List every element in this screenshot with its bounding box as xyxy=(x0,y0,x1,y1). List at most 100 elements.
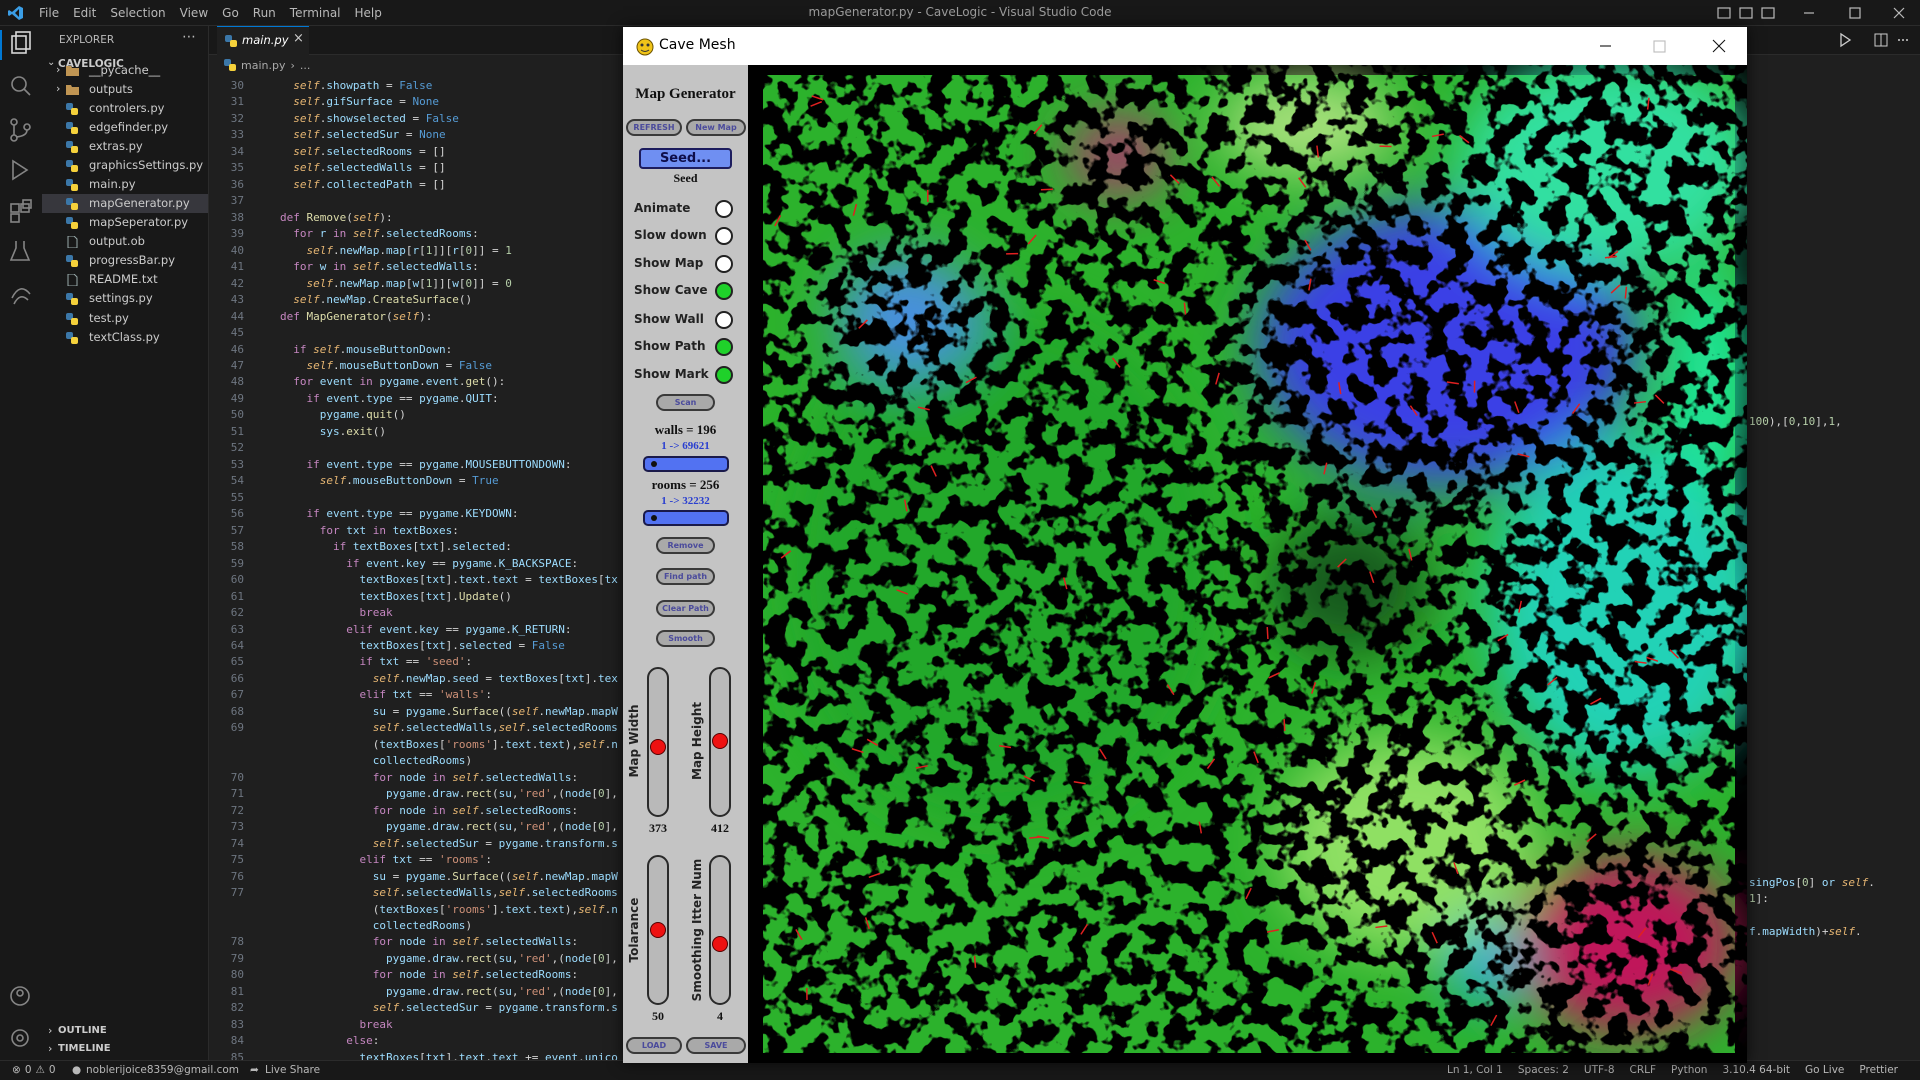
file-row[interactable]: settings.py xyxy=(42,289,208,308)
code-token: . xyxy=(604,737,612,751)
code-token: rect xyxy=(465,787,492,801)
status-item[interactable]: Ln 1, Col 1 xyxy=(1446,1064,1503,1076)
code-token: . xyxy=(333,243,340,257)
checkbox[interactable] xyxy=(715,227,733,245)
code-token: self xyxy=(452,968,479,982)
file-row[interactable]: › outputs xyxy=(42,80,208,99)
status-item[interactable]: Python xyxy=(1671,1064,1708,1076)
code-token xyxy=(280,408,320,421)
status-item[interactable]: CRLF xyxy=(1629,1064,1657,1076)
cave-map[interactable] xyxy=(748,65,1747,1063)
more-icon[interactable]: ⋯ xyxy=(182,29,196,45)
menu-item[interactable]: Edit xyxy=(73,5,97,20)
action-button[interactable]: Remove xyxy=(656,537,715,554)
action-button[interactable]: Find path xyxy=(656,568,715,585)
tab[interactable]: main.py × xyxy=(217,26,309,55)
code-token: QUIT xyxy=(465,391,493,405)
breadcrumb-item[interactable]: ... xyxy=(299,58,311,72)
walls-count: walls = 196 xyxy=(654,422,717,437)
code-token: . xyxy=(538,836,545,850)
code-token: . xyxy=(458,507,466,521)
checkbox[interactable] xyxy=(715,200,733,218)
status-item[interactable]: 3.10.4 64-bit xyxy=(1722,1064,1791,1076)
panel-button[interactable]: LOAD xyxy=(626,1037,682,1054)
code-token: for xyxy=(293,227,314,241)
project-name[interactable]: CAVELOGIC xyxy=(58,58,124,70)
code-token: for xyxy=(293,260,314,274)
menu-item[interactable]: Selection xyxy=(110,5,166,20)
file-row[interactable]: progressBar.py xyxy=(42,251,208,270)
menu-item[interactable]: View xyxy=(179,5,209,20)
problems[interactable]: ⊗ 0 ⚠ 0 xyxy=(12,1064,56,1076)
file-row[interactable]: mapSeperator.py xyxy=(42,213,208,232)
slider-knob[interactable] xyxy=(650,738,666,755)
checkbox[interactable] xyxy=(715,282,733,300)
file-row[interactable]: main.py xyxy=(42,175,208,194)
panel-button[interactable]: REFRESH xyxy=(626,119,682,136)
scan-button[interactable]: Scan xyxy=(656,394,715,411)
file-row[interactable]: output.ob xyxy=(42,232,208,251)
status-item[interactable]: Go Live xyxy=(1805,1064,1845,1076)
code-token: text xyxy=(491,573,519,587)
code-token xyxy=(280,771,373,784)
action-button[interactable]: Clear Path xyxy=(656,600,715,617)
live-share[interactable]: Live Share xyxy=(265,1064,321,1076)
menu-item[interactable]: Help xyxy=(354,5,382,20)
panel-heading: Map Generator xyxy=(635,86,736,102)
file-row[interactable]: controlers.py xyxy=(42,99,208,118)
status-item[interactable]: UTF-8 xyxy=(1583,1064,1615,1076)
status-item[interactable]: Prettier xyxy=(1859,1064,1898,1076)
status-item[interactable]: Spaces: 2 xyxy=(1517,1064,1569,1076)
rooms-slider[interactable] xyxy=(643,510,729,526)
code-token: [ xyxy=(445,276,453,290)
checkbox[interactable] xyxy=(715,255,733,273)
slider-knob[interactable] xyxy=(712,935,728,952)
seed-box[interactable]: Seed... xyxy=(639,148,732,169)
panel-button[interactable]: New Map xyxy=(686,119,746,136)
tab-close[interactable]: × xyxy=(293,31,304,46)
code-token: [ xyxy=(445,243,453,257)
game-window-controls[interactable] xyxy=(1583,31,1747,61)
slider-knob[interactable] xyxy=(651,461,657,467)
breadcrumb-item[interactable]: main.py xyxy=(241,58,286,72)
action-button[interactable]: Smooth xyxy=(656,630,715,647)
code-token: newMap xyxy=(326,293,367,307)
code-token: mouseButtonDown xyxy=(352,474,453,488)
file-row[interactable]: extras.py xyxy=(42,137,208,156)
account[interactable]: noblerijoice8359@gmail.com xyxy=(86,1064,239,1076)
line-number: 66 xyxy=(230,671,244,685)
code-token: . xyxy=(379,243,386,257)
menu-item[interactable]: Go xyxy=(222,5,239,20)
file-row[interactable]: mapGenerator.py xyxy=(42,194,208,214)
section-header[interactable]: TIMELINE xyxy=(58,1043,111,1054)
slider-knob[interactable] xyxy=(651,515,657,521)
checkbox[interactable] xyxy=(715,311,733,329)
code-token: self xyxy=(293,95,320,109)
code-token: , xyxy=(511,787,519,801)
checkbox[interactable] xyxy=(715,366,733,384)
file-row[interactable]: edgefinder.py xyxy=(42,118,208,137)
code-token: in xyxy=(432,803,446,817)
code-token: self xyxy=(452,935,479,949)
file-row[interactable]: README.txt xyxy=(42,270,208,289)
panel-button[interactable]: SAVE xyxy=(686,1037,746,1054)
checkbox[interactable] xyxy=(715,338,733,356)
code-token: [ xyxy=(591,820,598,834)
line-number: 40 xyxy=(230,243,244,257)
slider-knob[interactable] xyxy=(712,732,728,749)
code-token: ) xyxy=(379,210,386,224)
file-row[interactable]: test.py xyxy=(42,309,208,328)
walls-slider[interactable] xyxy=(643,456,729,472)
file-row[interactable]: graphicsSettings.py xyxy=(42,156,208,175)
code-line: self.selectedSur = pygame.transform.s xyxy=(280,1000,618,1017)
file-row[interactable]: textClass.py xyxy=(42,328,208,347)
menu-item[interactable]: Run xyxy=(252,5,276,20)
section-header[interactable]: OUTLINE xyxy=(58,1025,107,1036)
vscode-logo xyxy=(8,6,23,20)
vertical-slider[interactable] xyxy=(709,855,731,1005)
file-row[interactable]: › __pycache__ xyxy=(42,61,208,80)
menu-item[interactable]: File xyxy=(39,5,60,20)
slider-knob[interactable] xyxy=(650,922,666,938)
menu-item[interactable]: Terminal xyxy=(289,5,341,20)
code-token: , xyxy=(1775,415,1783,428)
